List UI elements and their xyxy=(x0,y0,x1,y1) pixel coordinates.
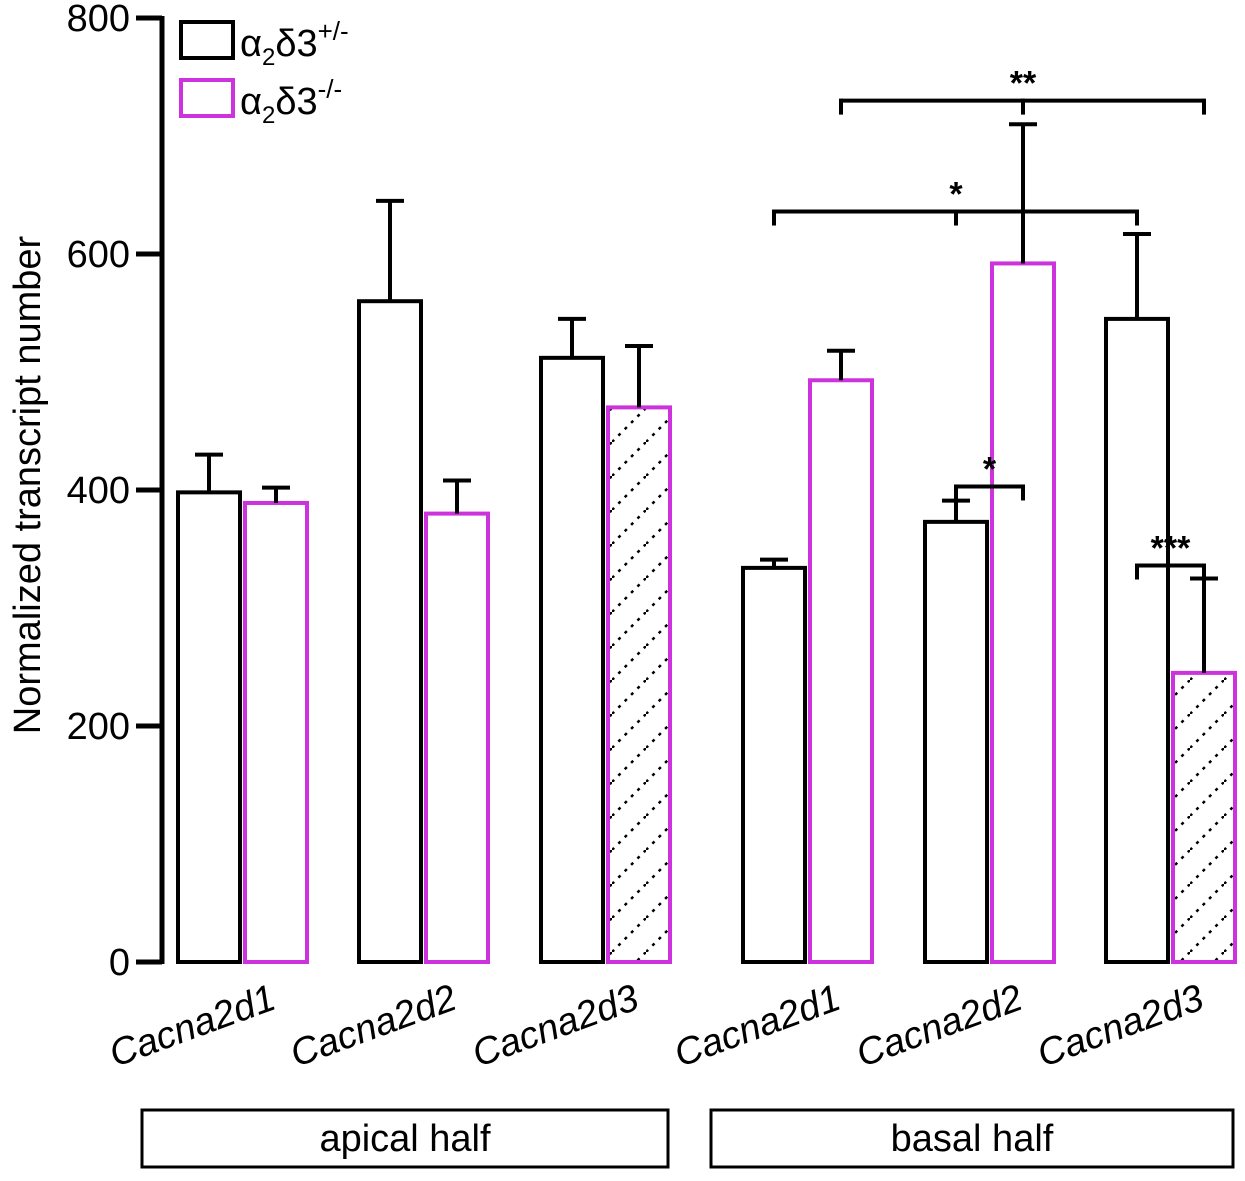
y-tick-label: 0 xyxy=(109,942,130,984)
bar-heterozygous-4 xyxy=(923,519,989,964)
group-label: apical half xyxy=(319,1118,491,1160)
bar-heterozygous-1 xyxy=(357,299,423,964)
y-tick-label: 600 xyxy=(67,234,130,276)
bar-knockout-5 xyxy=(1171,670,1237,965)
category-label: Cacna2d2 xyxy=(285,977,462,1076)
group-label: basal half xyxy=(891,1118,1054,1160)
legend-label-knockout: α2δ3-/- xyxy=(240,74,342,129)
category-label: Cacna2d3 xyxy=(1032,977,1209,1076)
bar-knockout-0 xyxy=(243,500,309,964)
group-box-apical xyxy=(140,1108,670,1169)
category-label: Cacna2d3 xyxy=(467,977,644,1076)
legend-swatch-knockout xyxy=(179,78,235,118)
bar-heterozygous-5 xyxy=(1104,316,1170,964)
significance-label: * xyxy=(983,450,997,488)
category-label: Cacna2d2 xyxy=(851,977,1028,1076)
bar-knockout-3 xyxy=(808,378,874,964)
y-axis: 0 200 400 600 800 xyxy=(67,0,165,984)
significance-label: *** xyxy=(1151,530,1191,568)
y-tick-label: 400 xyxy=(67,470,130,512)
legend-label-heterozygous: α2δ3+/- xyxy=(240,16,349,71)
significance-label: * xyxy=(949,176,963,214)
y-axis-title: Normalized transcript number xyxy=(7,235,49,734)
category-label: Cacna2d1 xyxy=(669,977,846,1076)
group-box-basal xyxy=(709,1108,1235,1169)
legend-swatch-heterozygous xyxy=(179,20,235,60)
y-tick-label: 800 xyxy=(67,0,130,40)
bar-knockout-2 xyxy=(606,405,672,964)
bar-knockout-4 xyxy=(990,261,1056,964)
significance-label: ** xyxy=(1010,65,1037,103)
bar-heterozygous-2 xyxy=(539,355,605,964)
legend: α2δ3+/- α2δ3-/- xyxy=(179,16,349,129)
bar-heterozygous-0 xyxy=(176,490,242,964)
bar-heterozygous-3 xyxy=(741,565,807,964)
y-tick-label: 200 xyxy=(67,706,130,748)
category-label: Cacna2d1 xyxy=(104,977,281,1076)
bar-knockout-1 xyxy=(424,511,490,964)
